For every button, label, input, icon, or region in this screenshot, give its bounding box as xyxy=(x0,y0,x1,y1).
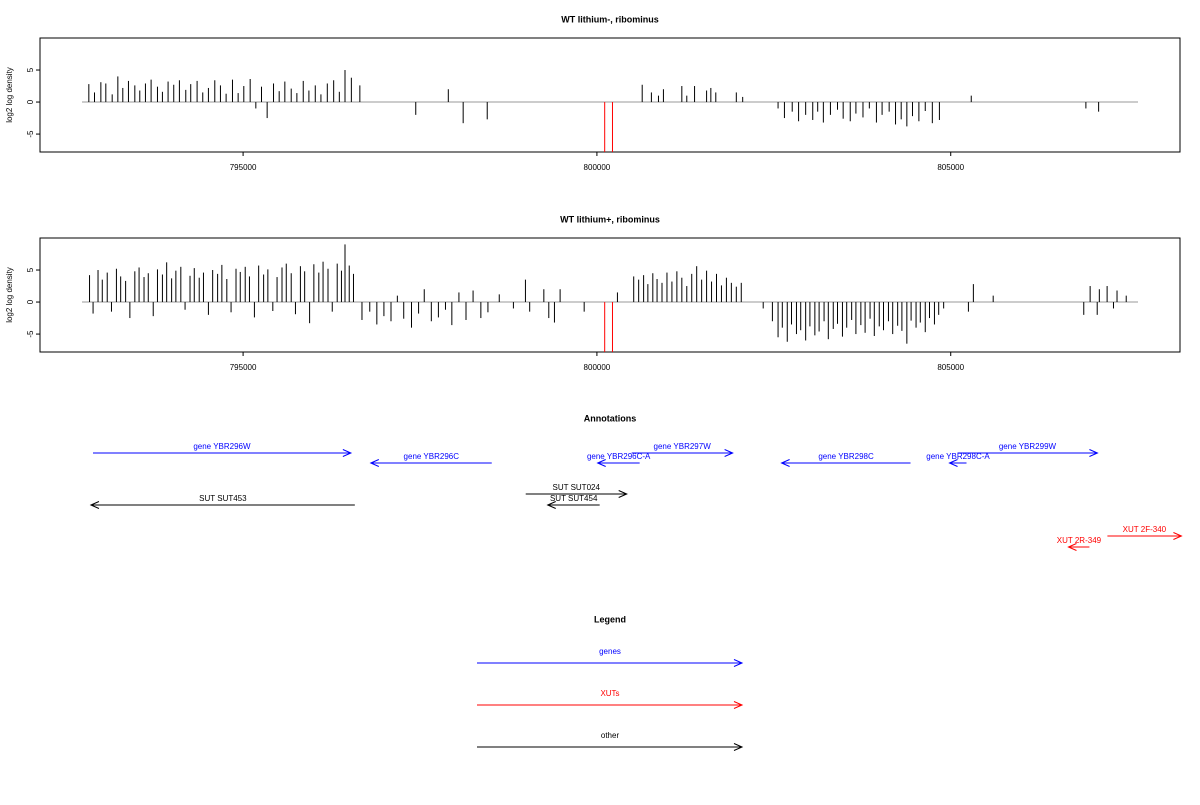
y-axis-title: log2 log density xyxy=(5,67,14,123)
y-tick-label: -5 xyxy=(26,130,35,138)
arrow-head xyxy=(89,501,100,509)
plot-frame xyxy=(39,237,1181,353)
y-tick-label: -5 xyxy=(26,330,35,338)
plot-frame xyxy=(39,37,1181,153)
feature-arrow xyxy=(89,501,355,509)
feature-label: XUT 2F-340 xyxy=(1123,525,1167,534)
legend-arrow xyxy=(477,743,744,751)
x-tick-label: 805000 xyxy=(937,163,964,172)
arrow-head xyxy=(733,659,744,667)
feature-label: gene YBR296C-A xyxy=(587,452,651,461)
feature-label: gene YBR298C xyxy=(818,452,874,461)
y-tick-label: 5 xyxy=(26,67,35,72)
arrow-head xyxy=(596,459,606,467)
chart-title: WT lithium+, ribominus xyxy=(560,214,660,224)
x-tick-label: 800000 xyxy=(584,163,611,172)
feature-label: SUT SUT454 xyxy=(550,494,598,503)
legend-arrow xyxy=(477,659,744,667)
feature-arrow xyxy=(525,490,628,498)
arrow-head xyxy=(618,490,628,498)
x-tick-label: 795000 xyxy=(230,363,257,372)
feature-arrow xyxy=(631,449,734,457)
feature-arrow xyxy=(957,449,1099,457)
feature-arrow xyxy=(1067,543,1090,551)
legend-label: XUTs xyxy=(600,689,619,698)
chart-title: WT lithium-, ribominus xyxy=(561,14,659,24)
y-axis-title: log2 log density xyxy=(5,267,14,323)
legend-label: genes xyxy=(599,647,621,656)
y-tick-label: 0 xyxy=(26,299,35,304)
feature-label: SUT SUT453 xyxy=(199,494,247,503)
arrow-head xyxy=(1067,543,1077,551)
arrow-head xyxy=(1089,449,1099,457)
arrow-head xyxy=(733,743,744,751)
x-tick-label: 795000 xyxy=(230,163,257,172)
feature-arrow xyxy=(93,449,353,457)
feature-label: gene YBR296C xyxy=(404,452,460,461)
feature-label: XUT 2R-349 xyxy=(1057,536,1102,545)
arrow-head xyxy=(780,459,790,467)
arrow-head xyxy=(342,449,353,457)
feature-label: gene YBR298C-A xyxy=(926,452,990,461)
x-tick-label: 800000 xyxy=(584,363,611,372)
y-tick-label: 5 xyxy=(26,267,35,272)
feature-arrow xyxy=(780,459,911,467)
feature-arrow xyxy=(546,501,600,509)
legend-arrow xyxy=(477,701,744,709)
feature-arrow xyxy=(1107,532,1183,540)
feature-arrow xyxy=(948,459,967,467)
arrow-head xyxy=(1173,532,1183,540)
legend-title: Legend xyxy=(594,614,626,624)
arrow-head xyxy=(733,701,744,709)
y-tick-label: 0 xyxy=(26,99,35,104)
feature-label: gene YBR296W xyxy=(193,442,251,451)
arrow-head xyxy=(546,501,556,509)
feature-arrow xyxy=(596,459,640,467)
legend-label: other xyxy=(601,731,620,740)
arrow-head xyxy=(948,459,958,467)
arrow-head xyxy=(369,459,380,467)
annotations-title: Annotations xyxy=(584,413,637,423)
arrow-head xyxy=(724,449,734,457)
feature-label: gene YBR297W xyxy=(654,442,712,451)
feature-label: gene YBR299W xyxy=(999,442,1057,451)
feature-label: SUT SUT024 xyxy=(552,483,600,492)
x-tick-label: 805000 xyxy=(937,363,964,372)
feature-arrow xyxy=(369,459,492,467)
